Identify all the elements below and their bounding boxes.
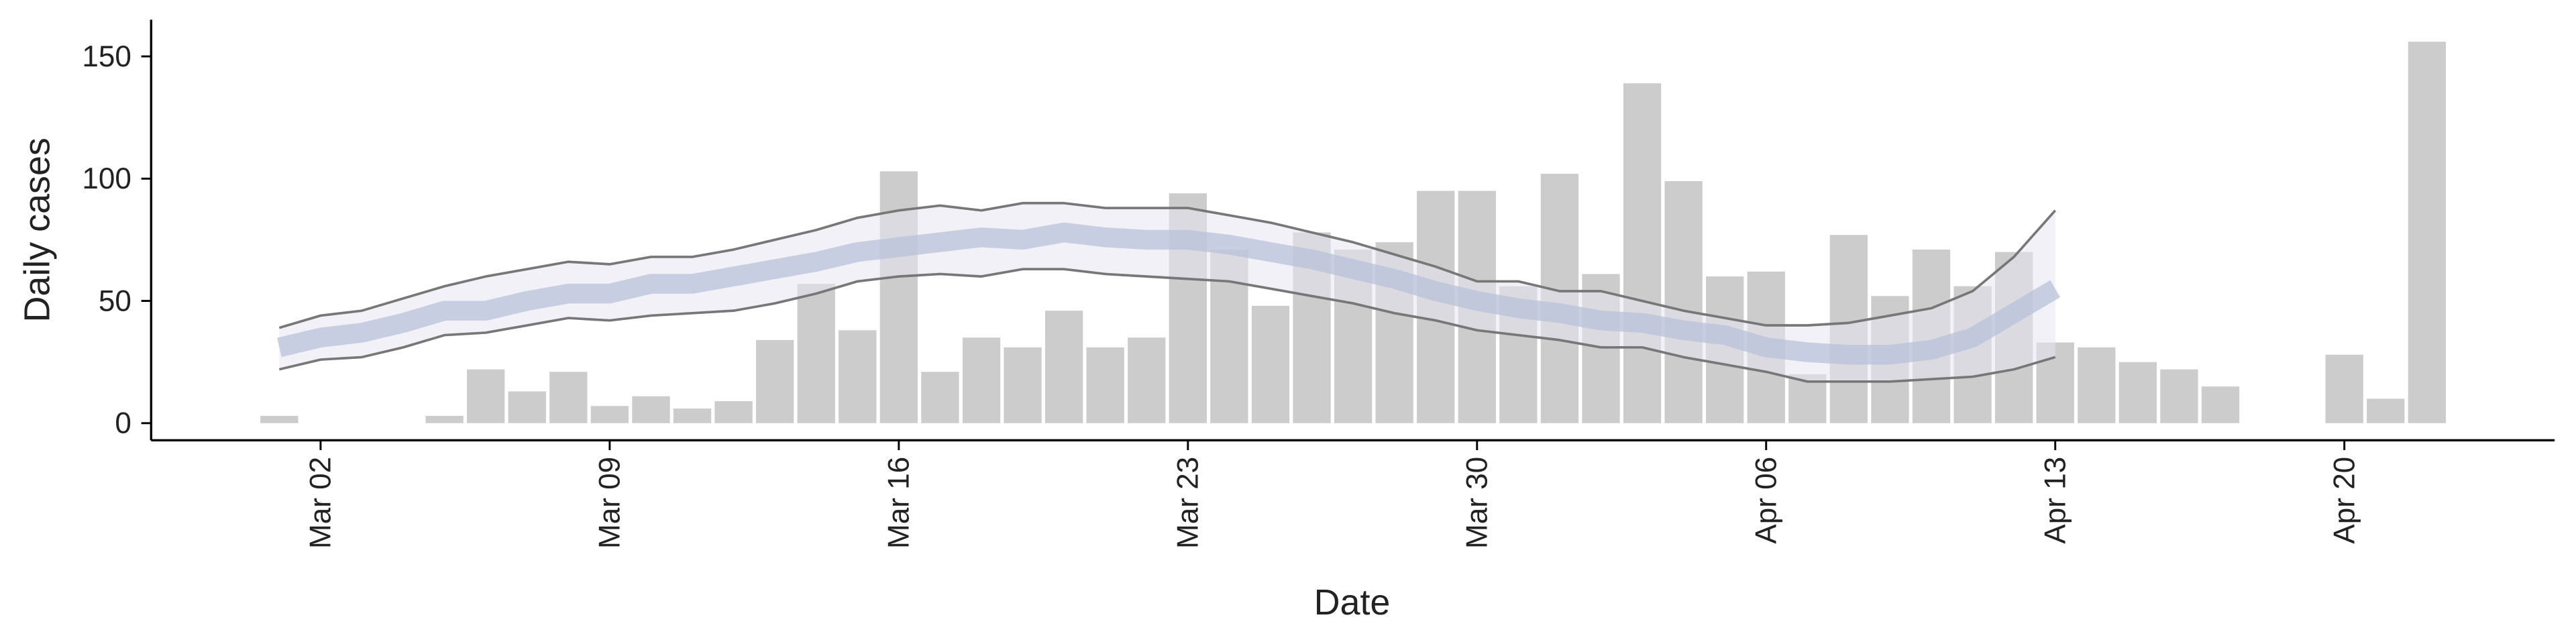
bar xyxy=(673,408,712,423)
x-tick-label: Apr 06 xyxy=(1750,457,1782,544)
bar xyxy=(1004,347,1042,423)
median-band xyxy=(276,222,2061,365)
bar xyxy=(962,337,1001,423)
x-tick-label: Mar 09 xyxy=(594,457,627,549)
y-tick-label: 50 xyxy=(99,284,131,317)
interval-line xyxy=(278,268,2056,383)
bar xyxy=(921,372,959,423)
bar xyxy=(508,391,546,423)
x-tick-label: Mar 16 xyxy=(883,457,916,549)
bar xyxy=(797,284,835,423)
bar xyxy=(1086,347,1124,423)
x-axis-title: Date xyxy=(1314,582,1391,623)
bar xyxy=(1664,180,1703,423)
x-tick-label: Mar 30 xyxy=(1460,457,1493,549)
bar xyxy=(2408,42,2446,423)
bar xyxy=(755,339,794,423)
bar xyxy=(2118,362,2157,423)
bar xyxy=(2325,354,2363,423)
bar xyxy=(2078,347,2116,423)
interval-band xyxy=(279,203,2055,382)
bar xyxy=(839,330,877,423)
bar xyxy=(1251,305,1290,423)
bar xyxy=(425,415,464,423)
y-axis-title: Daily cases xyxy=(17,138,57,322)
bar xyxy=(714,401,753,423)
x-tick-label: Apr 20 xyxy=(2328,457,2361,544)
bar xyxy=(467,369,505,423)
y-tick-label: 150 xyxy=(82,40,131,73)
bar xyxy=(260,415,299,423)
bar xyxy=(2160,369,2198,423)
bar xyxy=(1623,83,1662,423)
bar xyxy=(1044,311,1083,423)
bar xyxy=(590,406,629,423)
y-tick-label: 0 xyxy=(115,407,131,440)
bar xyxy=(2201,386,2240,423)
x-tick-label: Mar 23 xyxy=(1172,457,1205,549)
y-tick-label: 100 xyxy=(82,162,131,195)
bar xyxy=(2367,398,2405,423)
bar xyxy=(1128,337,1166,423)
bar xyxy=(549,372,588,423)
x-tick-label: Mar 02 xyxy=(305,457,337,549)
bar xyxy=(632,396,670,423)
interval-line xyxy=(278,201,2057,329)
x-tick-label: Apr 13 xyxy=(2039,457,2072,544)
